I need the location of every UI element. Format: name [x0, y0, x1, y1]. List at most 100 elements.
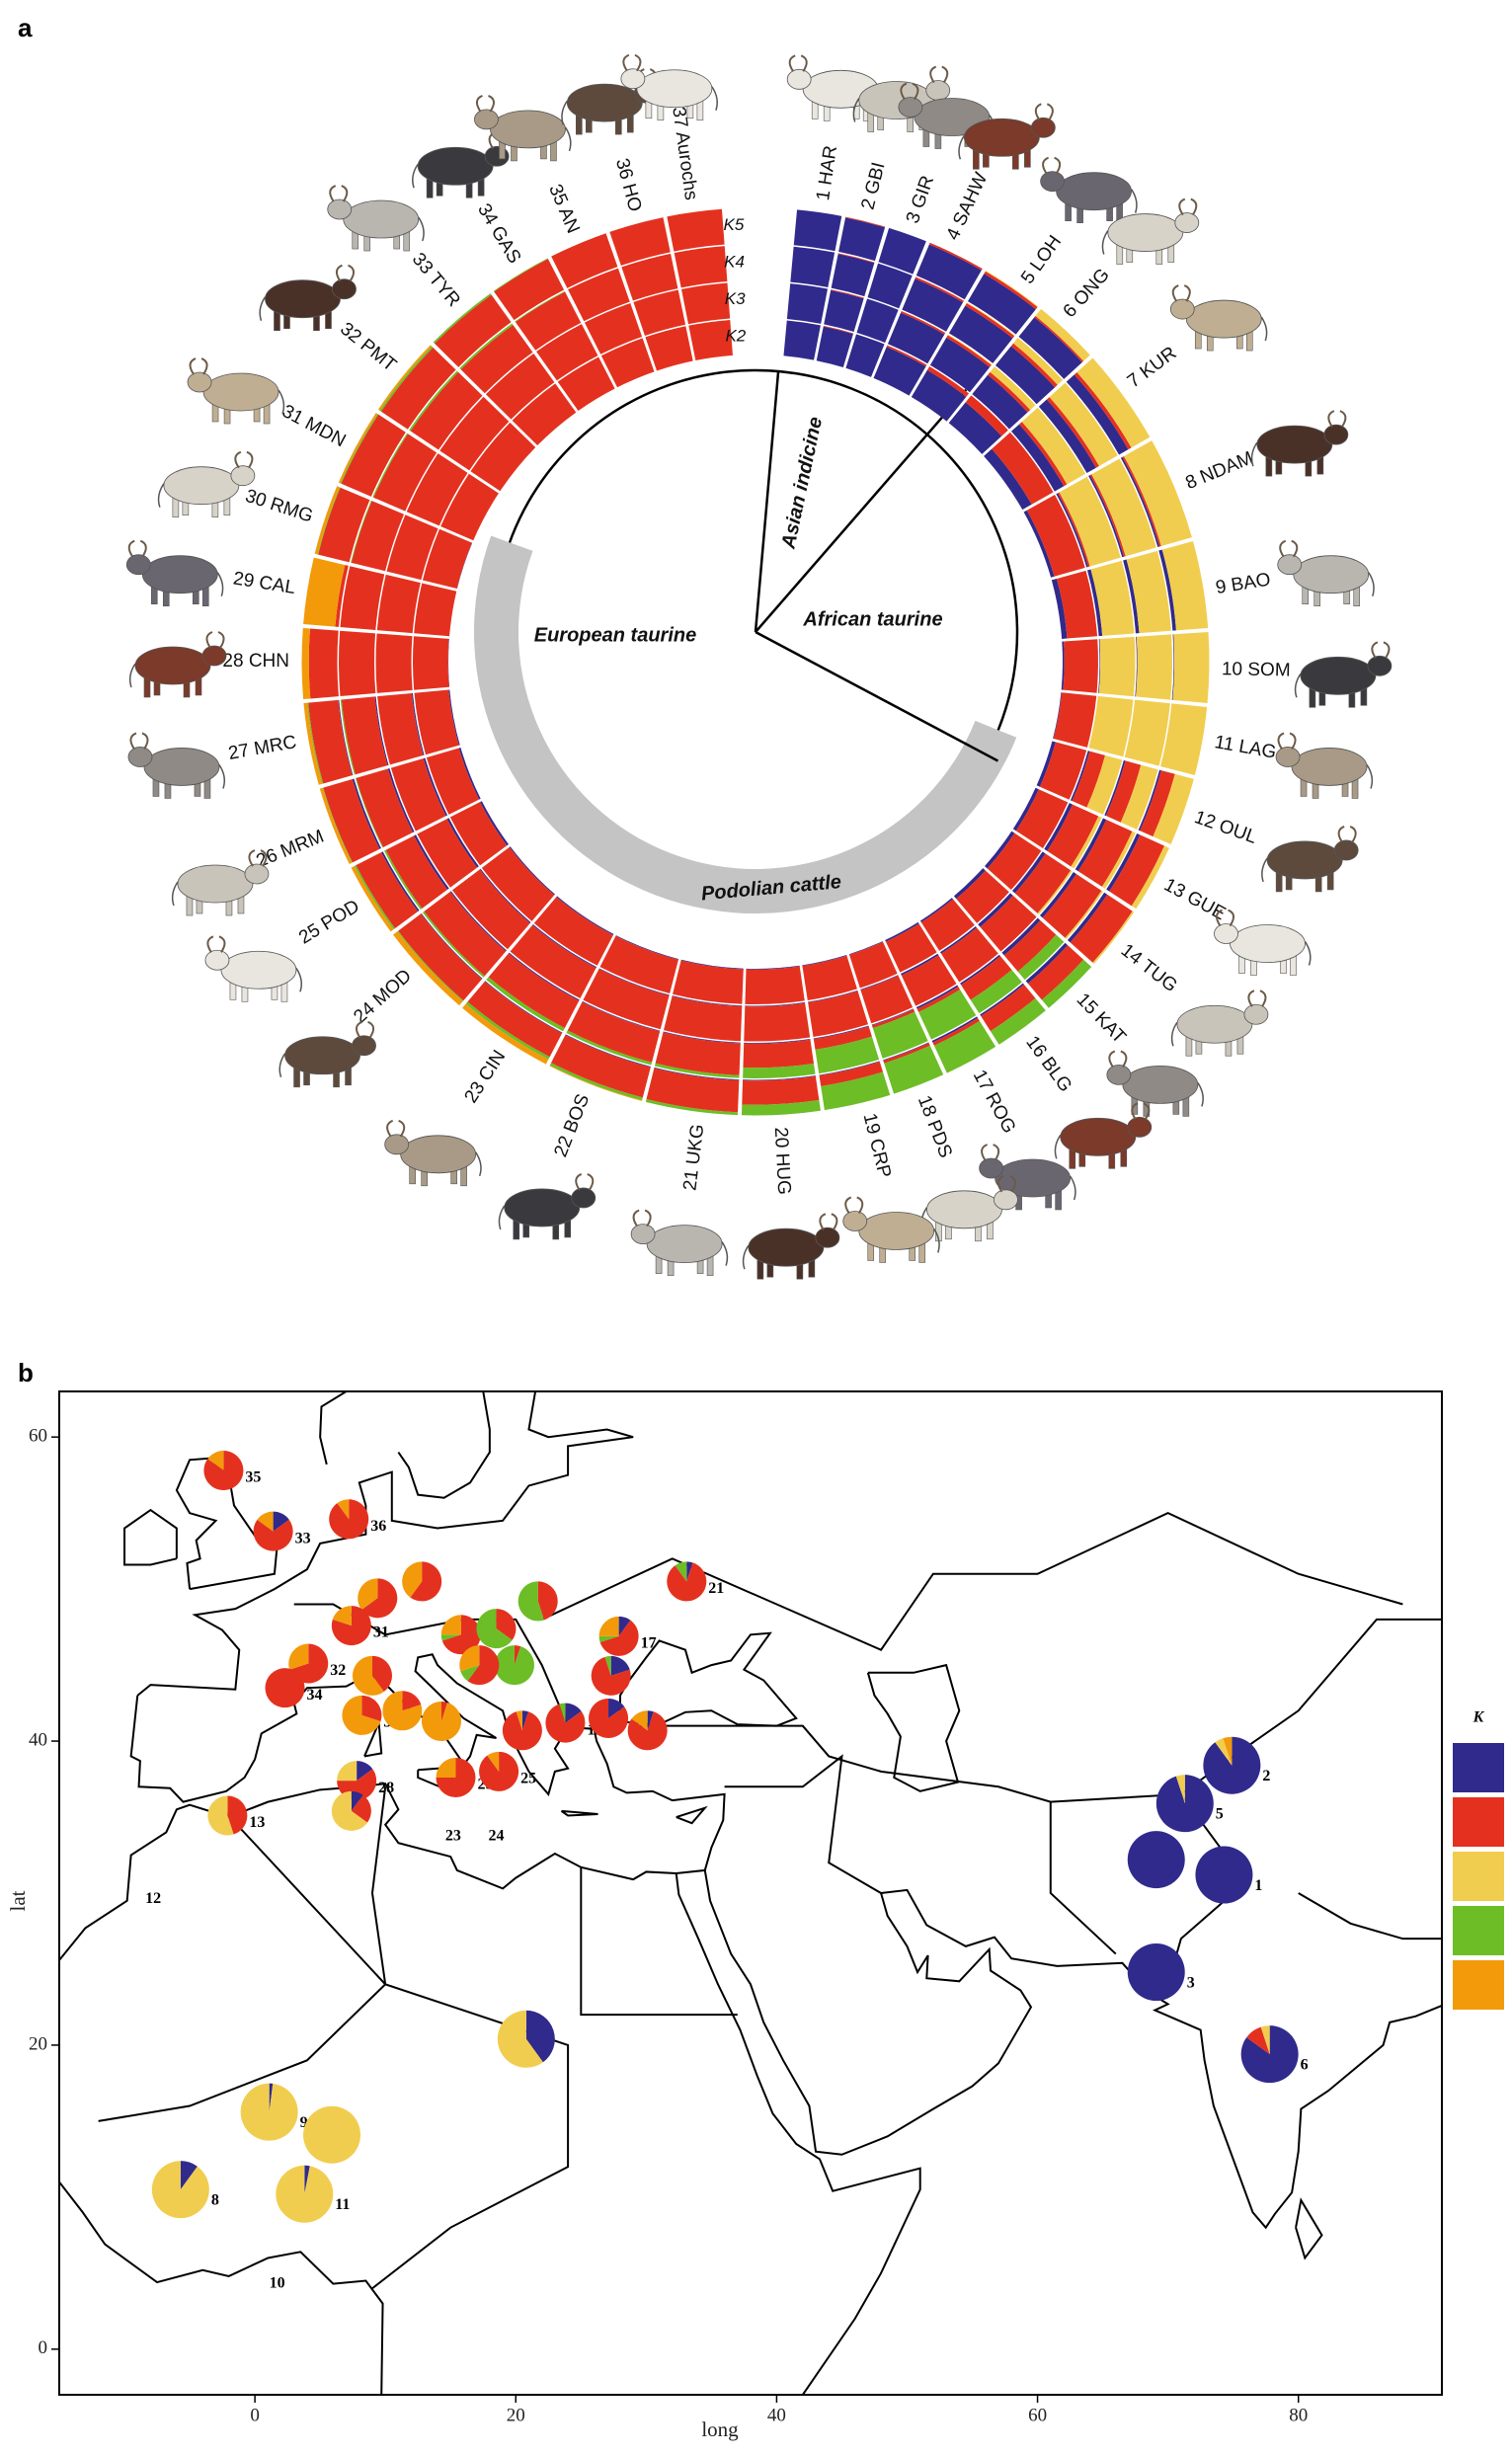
cow-tail [218, 764, 226, 789]
ancestry-segment [356, 852, 419, 929]
breed-photo [1294, 641, 1393, 708]
ancestry-segment [1026, 494, 1085, 577]
pie-slice [494, 1645, 534, 1686]
pie-slice [618, 1616, 631, 1636]
breed-photo [742, 1213, 840, 1280]
cow-head [994, 1189, 1018, 1211]
ancestry-segment [911, 369, 967, 422]
cow-head [786, 68, 812, 90]
ancestry-segment [493, 258, 548, 292]
cow-head [230, 465, 256, 487]
pie-slice [441, 1615, 481, 1655]
breed-photo [630, 1209, 729, 1276]
breed-label: 28 CHN [222, 651, 289, 672]
ancestry-segment [965, 395, 1008, 436]
pie-slice [667, 1562, 707, 1602]
pie-label: 34 [306, 1687, 322, 1703]
breed-photo [384, 1119, 482, 1187]
map-label: 23 [445, 1828, 461, 1845]
ancestry-segment [985, 831, 1015, 869]
pie-slice [361, 1578, 398, 1619]
ancestry-segment [744, 1039, 811, 1044]
ancestry-segment [960, 954, 1000, 986]
pie-slice [521, 1710, 529, 1731]
ancestry-segment [915, 985, 959, 1009]
ancestry-segment [966, 302, 1015, 337]
ancestry-segment [967, 274, 1036, 335]
ancestry-segment [609, 217, 671, 266]
ancestry-segment [808, 990, 869, 1038]
cow-body [202, 372, 279, 412]
cow-head [925, 80, 951, 101]
pie-slice [479, 1751, 519, 1791]
pie [479, 1751, 519, 1791]
pie-label: 1 [1254, 1877, 1262, 1894]
breed-label: 32 PMT [336, 319, 400, 376]
pie [1203, 1736, 1261, 1794]
breed-label: 17 ROG [969, 1067, 1020, 1137]
ancestry-segment [1090, 560, 1135, 636]
cow-horn [1108, 1050, 1128, 1068]
ancestry-segment [802, 955, 857, 1000]
pie-slice [361, 1695, 382, 1722]
ancestry-segment [663, 995, 743, 1042]
cow-tail [259, 296, 267, 321]
cow-horn [1171, 284, 1191, 302]
coastline [541, 1512, 1403, 1651]
cow-horn [129, 732, 149, 751]
cow-body [636, 69, 713, 109]
pie-slice [496, 1609, 517, 1640]
pie [497, 2010, 555, 2068]
ancestry-segment [488, 953, 580, 1029]
coastline [59, 1653, 726, 2395]
ancestry-segment [583, 969, 670, 1030]
pie-slice [289, 1643, 329, 1684]
cow-body [343, 199, 420, 239]
cow-tail [1366, 764, 1374, 789]
ancestry-segment [929, 337, 991, 393]
cow-horn [632, 1209, 652, 1228]
ancestry-segment [867, 263, 913, 309]
breed-label: 9 BAO [1214, 570, 1272, 598]
ancestry-segment [831, 254, 875, 297]
ancestry-segment [1074, 371, 1132, 450]
ancestry-segment [743, 1075, 816, 1081]
pie-slice [357, 1761, 373, 1782]
cow-head [1214, 923, 1238, 944]
ancestry-segment [886, 345, 927, 367]
ancestry-segment [383, 849, 423, 911]
pie [329, 1499, 369, 1540]
pie-slice [537, 1581, 558, 1621]
ancestry-segment [307, 702, 324, 784]
ring-label: K5 [723, 215, 744, 234]
ancestry-segment [319, 787, 353, 865]
cow-body [646, 1225, 723, 1264]
ancestry-segment [1049, 382, 1118, 466]
cow-horn [206, 935, 226, 953]
ancestry-segment [1158, 549, 1176, 631]
breed-label: 21 UKG [679, 1123, 708, 1192]
ancestry-segment [567, 1001, 661, 1063]
breed-photo [1214, 909, 1312, 976]
breed-label: 19 CRP [858, 1111, 894, 1180]
ancestry-segment [381, 851, 420, 911]
ancestry-segment [462, 1003, 549, 1065]
ancestry-segment [600, 338, 655, 388]
cow-body [926, 1190, 1002, 1229]
cow-head [327, 198, 353, 220]
pie [1240, 2025, 1299, 2084]
group-label: European taurine [534, 624, 696, 646]
ancestry-segment [1140, 770, 1175, 837]
pie-slice [273, 1511, 289, 1532]
ancestry-segment [790, 246, 836, 288]
pie-slice [332, 1606, 352, 1626]
breed-label: 6 ONG [1060, 265, 1114, 322]
cow-tail [1130, 189, 1138, 213]
pie-label: 17 [641, 1635, 657, 1652]
ancestry-segment [802, 955, 847, 967]
cow-horn [1034, 103, 1054, 120]
cow-head [1277, 554, 1303, 576]
breed-photo [1054, 1102, 1153, 1169]
breed-photo [125, 539, 224, 607]
ancestry-segment [1161, 540, 1209, 631]
